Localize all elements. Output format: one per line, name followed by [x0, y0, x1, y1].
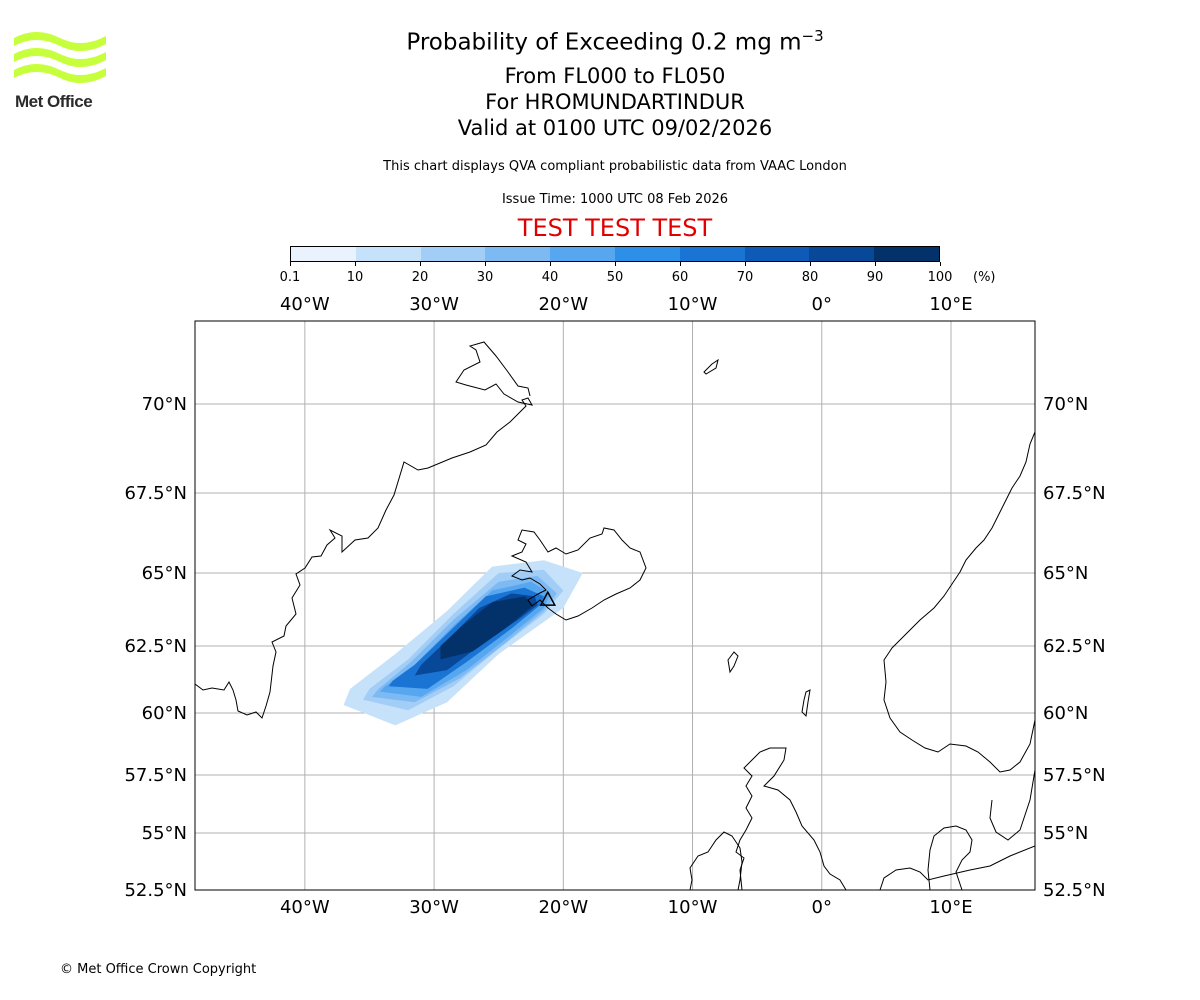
colorbar-tick — [680, 262, 681, 266]
lat-label-right: 62.5°N — [1043, 636, 1106, 657]
colorbar-segment — [550, 247, 615, 261]
lat-label-left: 57.5°N — [124, 765, 187, 786]
volcano-triangle — [539, 590, 557, 606]
faroe-coast — [727, 651, 739, 674]
colorbar-segment — [355, 247, 421, 261]
lat-label-left: 55°N — [142, 823, 187, 844]
ireland-coast — [689, 831, 743, 890]
lon-label-bottom: 30°W — [409, 897, 459, 918]
lat-label-left: 62.5°N — [124, 636, 187, 657]
lon-label-top: 10°W — [668, 294, 718, 315]
colorbar-tick-label: 80 — [801, 270, 819, 285]
sweden-coast — [989, 769, 1035, 841]
colorbar-segment — [809, 247, 875, 261]
flight-level-range: From FL000 to FL050 — [504, 64, 726, 88]
issue-time: Issue Time: 1000 UTC 08 Feb 2026 — [501, 192, 729, 207]
colorbar-unit: (%) — [973, 270, 996, 285]
lat-label-left: 70°N — [142, 394, 187, 415]
ash-plume — [343, 560, 583, 726]
colorbar-segment — [679, 247, 745, 261]
colorbar-tick-label: 0.1 — [279, 270, 301, 285]
lat-label-right: 55°N — [1043, 823, 1088, 844]
colorbar-segment — [485, 247, 551, 261]
lon-label-bottom: 0° — [812, 897, 832, 918]
colorbar-tick-label: 10 — [346, 270, 364, 285]
colorbar-tick-label: 30 — [476, 270, 494, 285]
lon-label-top: 30°W — [409, 294, 459, 315]
britain-coast — [735, 747, 847, 890]
colorbar-segment — [614, 247, 680, 261]
colorbar-tick — [745, 262, 746, 266]
colorbar — [290, 246, 940, 262]
colorbar-tick-label: 90 — [866, 270, 884, 285]
lat-label-left: 52.5°N — [124, 880, 187, 901]
greenland-coast — [195, 341, 533, 719]
axis-labels: 40°W 40°W 30°W 30°W 20°W 20°W 10°W 10°W 0° 0° 10°E… — [124, 294, 1105, 918]
colorbar-segment — [874, 247, 939, 261]
colorbar-tick — [485, 262, 486, 266]
denmark-coast — [927, 825, 973, 890]
colorbar-tick — [875, 262, 876, 266]
colorbar-tick — [940, 262, 941, 266]
continent-coast — [879, 845, 1035, 890]
volcano-name: For HROMUNDARTINDUR — [485, 90, 745, 114]
colorbar-tick-label: 50 — [606, 270, 624, 285]
lon-label-bottom: 10°W — [668, 897, 718, 918]
coastlines — [195, 341, 1035, 890]
lat-label-right: 60°N — [1043, 703, 1088, 724]
lat-label-right: 67.5°N — [1043, 483, 1106, 504]
lon-label-bottom: 10°E — [929, 897, 972, 918]
colorbar-tick-label: 40 — [541, 270, 559, 285]
colorbar-tick-label: 100 — [927, 270, 953, 285]
plume-probability-layer — [440, 596, 534, 660]
met-office-logo — [14, 32, 106, 84]
valid-time: Valid at 0100 UTC 09/02/2026 — [457, 116, 773, 140]
shetland-coast — [801, 689, 811, 718]
lon-label-top: 20°W — [538, 294, 588, 315]
colorbar-segment — [744, 247, 810, 261]
colorbar-tick — [550, 262, 551, 266]
test-banner: TEST TEST TEST — [517, 214, 713, 242]
norway-coast — [883, 431, 1035, 773]
colorbar-tick — [355, 262, 356, 266]
lat-label-left: 65°N — [142, 563, 187, 584]
graticule — [195, 321, 1035, 891]
lat-label-right: 52.5°N — [1043, 880, 1106, 901]
lat-label-right: 70°N — [1043, 394, 1088, 415]
colorbar-tick-label: 60 — [671, 270, 689, 285]
volcano-marker-icon — [539, 590, 557, 606]
lon-label-top: 0° — [812, 294, 832, 315]
colorbar-segment — [291, 247, 356, 261]
colorbar-tick — [615, 262, 616, 266]
lat-label-right: 65°N — [1043, 563, 1088, 584]
lat-label-right: 57.5°N — [1043, 765, 1106, 786]
iceland-coast — [510, 527, 647, 621]
colorbar-tick-label: 70 — [736, 270, 754, 285]
colorbar-tick — [420, 262, 421, 266]
lat-label-left: 60°N — [142, 703, 187, 724]
lon-label-top: 40°W — [280, 294, 330, 315]
map-frame — [194, 320, 1036, 891]
colorbar-tick — [290, 262, 291, 266]
colorbar-segment — [420, 247, 486, 261]
chart-title: Probability of Exceeding 0.2 mg m−3 — [406, 27, 824, 56]
lon-label-bottom: 20°W — [538, 897, 588, 918]
data-note: This chart displays QVA compliant probab… — [383, 159, 847, 174]
lat-label-left: 67.5°N — [124, 483, 187, 504]
lon-label-top: 10°E — [929, 294, 972, 315]
logo-text: Met Office — [15, 92, 93, 111]
jan-mayen-coast — [703, 358, 719, 375]
lon-label-bottom: 40°W — [280, 897, 330, 918]
colorbar-tick — [810, 262, 811, 266]
copyright: © Met Office Crown Copyright — [60, 962, 257, 977]
colorbar-tick-label: 20 — [411, 270, 429, 285]
